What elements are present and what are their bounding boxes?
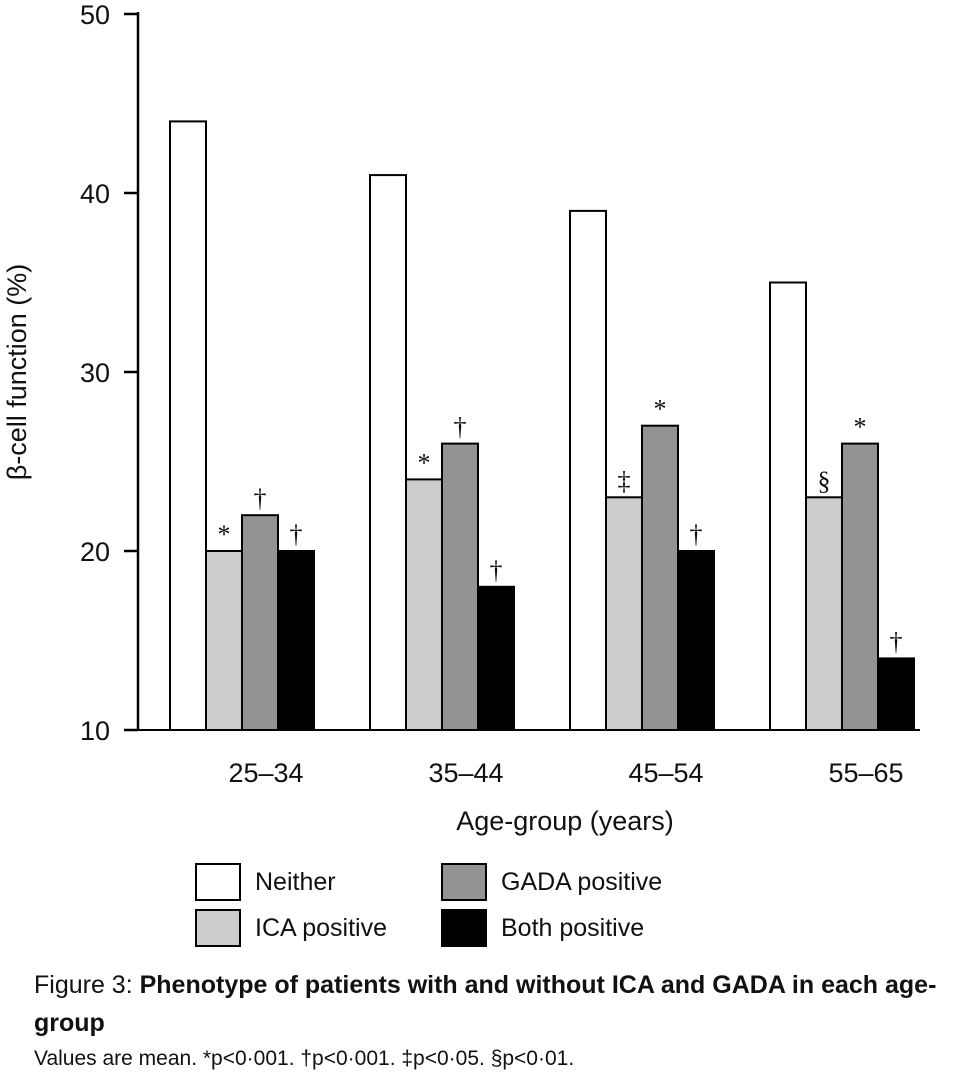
bar [677,550,715,731]
bar [877,657,915,732]
significance-mark: * [418,448,431,477]
legend-label-neither: Neither [255,867,336,896]
bar [605,496,643,731]
legend: Neither GADA positive ICA positive Both … [195,862,715,952]
y-tick-label: 40 [80,179,110,209]
legend-swatch-ica-positive [195,909,241,947]
significance-mark: † [254,484,267,513]
legend-item-gada-positive: GADA positive [441,862,662,902]
y-axis-ticks: 10 20 30 40 50 [80,0,138,746]
x-tick-label: 35–44 [428,758,503,788]
legend-item-neither: Neither [195,862,336,902]
legend-label-both-positive: Both positive [501,913,645,942]
legend-item-both-positive: Both positive [441,908,644,948]
x-axis-tick-labels: 25–34 35–44 45–54 55–65 [228,758,903,788]
significance-mark: * [654,395,667,424]
legend-swatch-both-positive [441,909,487,947]
y-tick-label: 20 [80,537,110,567]
bar [205,550,243,731]
bar-chart: 10 20 30 40 50 * † † * † † ‡ * † § * † 25–34 35–44 45–54 5… [2,0,920,836]
bar [369,174,407,732]
caption-figure-label: Figure 3: [34,971,140,999]
significance-mark: † [890,627,903,656]
bar [841,442,879,731]
bar [477,585,515,731]
significance-mark: * [218,520,231,549]
significance-mark: ‡ [618,466,631,495]
x-axis-label: Age-group (years) [456,806,674,836]
legend-label-gada-positive: GADA positive [501,867,663,896]
bar [241,514,279,732]
y-tick-label: 30 [80,358,110,388]
bars-group [169,120,915,732]
legend-item-ica-positive: ICA positive [195,908,387,948]
bar [169,120,207,731]
bar [805,496,843,731]
legend-swatch-gada-positive [441,863,487,901]
bar [569,209,607,731]
bar [405,478,443,731]
bar [641,424,679,731]
significance-mark: † [454,413,467,442]
significance-mark: † [490,556,503,585]
caption-title: Phenotype of patients with and without I… [34,971,937,1037]
significance-mark: † [690,520,703,549]
y-tick-label: 50 [80,0,110,30]
y-axis-label: β-cell function (%) [2,264,32,481]
legend-swatch-neither [195,863,241,901]
significance-marks: * † † * † † ‡ * † § * † [218,395,903,657]
bar [441,442,479,731]
x-tick-label: 45–54 [628,758,703,788]
bar [277,550,315,731]
legend-label-ica-positive: ICA positive [255,913,388,942]
figure-caption: Figure 3: Phenotype of patients with and… [34,966,944,1074]
x-tick-label: 25–34 [228,758,303,788]
significance-mark: * [854,413,867,442]
caption-note: Values are mean. *p<0·001. †p<0·001. ‡p<… [34,1047,575,1070]
significance-mark: † [290,520,303,549]
caption-heading: Figure 3: Phenotype of patients with and… [34,966,944,1042]
y-tick-label: 10 [80,716,110,746]
significance-mark: § [818,466,831,495]
x-tick-label: 55–65 [828,758,903,788]
bar [769,281,807,731]
